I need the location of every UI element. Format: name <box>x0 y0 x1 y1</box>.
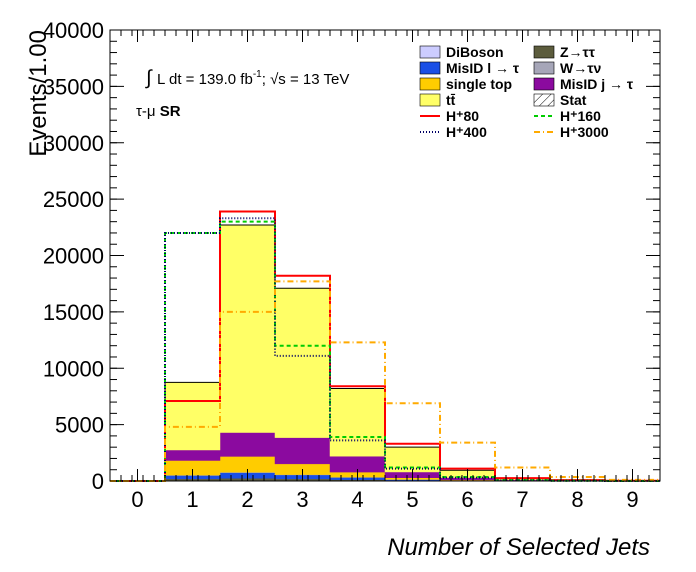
y-axis-ticks: 0 5000 10000 15000 20000 25000 30000 35000 40000 <box>43 18 660 494</box>
bar-misid-j--bin-2 <box>219 432 276 457</box>
x-tick-label: 7 <box>516 487 528 512</box>
x-tick-label: 3 <box>296 487 308 512</box>
legend-label-h160: H⁺160 <box>560 108 601 124</box>
x-tick-label: 8 <box>571 487 583 512</box>
signal-line-h400 <box>110 217 660 482</box>
legend-label-h80: H⁺80 <box>446 108 479 124</box>
x-tick-label: 2 <box>241 487 253 512</box>
legend-label-h400: H⁺400 <box>446 124 487 140</box>
y-tick-label: 5000 <box>55 413 104 438</box>
y-tick-label: 0 <box>92 469 104 494</box>
legend-label-h3000: H⁺3000 <box>560 124 609 140</box>
x-tick-label: 0 <box>131 487 143 512</box>
legend-label-diboson: DiBoson <box>446 44 504 60</box>
legend-label-stat: Stat <box>560 92 587 108</box>
x-axis-ticks: 0 1 2 3 4 5 6 7 8 9 <box>109 30 661 512</box>
region-label: τ-μ SR <box>136 103 181 120</box>
legend-swatch-diboson <box>419 45 441 59</box>
bar-tt--bin-3 <box>274 287 331 438</box>
legend-swatch-stat <box>533 93 555 107</box>
y-tick-label: 15000 <box>43 300 104 325</box>
legend-label-misidl: MisID l → τ <box>446 60 520 76</box>
legend-label-tt: tt̄ <box>446 92 456 108</box>
y-tick-label: 40000 <box>43 18 104 43</box>
annotations: ∫ L dt = 139.0 fb-1; √s = 13 TeV τ-μ SR <box>136 67 349 120</box>
legend-label-singletop: single top <box>446 76 512 92</box>
x-axis-title: Number of Selected Jets <box>387 534 650 561</box>
legend-swatch-misidj <box>533 77 555 91</box>
y-tick-label: 10000 <box>43 356 104 381</box>
x-tick-label: 4 <box>351 487 363 512</box>
x-tick-label: 1 <box>186 487 198 512</box>
stacked-bars <box>110 224 661 482</box>
x-tick-label: 9 <box>626 487 638 512</box>
bar-tt--bin-4 <box>329 388 386 457</box>
legend-swatch-misidl <box>419 61 441 75</box>
x-tick-label: 5 <box>406 487 418 512</box>
y-tick-label: 20000 <box>43 244 104 269</box>
y-tick-label: 25000 <box>43 187 104 212</box>
x-tick-label: 6 <box>461 487 473 512</box>
y-tick-label: 30000 <box>43 131 104 156</box>
bar-tt--bin-2 <box>219 224 276 433</box>
y-axis-title: Events/1.00 <box>25 30 52 157</box>
bar-tt--bin-1 <box>164 382 221 451</box>
legend-swatch-z <box>533 45 555 59</box>
legend-label-misidj: MisID j → τ <box>560 76 634 92</box>
legend-label-w: W→τν <box>560 60 601 76</box>
legend-label-z: Z→ττ <box>560 44 596 60</box>
legend-swatch-singletop <box>419 77 441 91</box>
y-tick-label: 35000 <box>43 74 104 99</box>
legend-swatch-w <box>533 61 555 75</box>
bar-misid-j--bin-3 <box>274 437 331 465</box>
legend-swatch-tt <box>419 93 441 107</box>
bar-misid-j--bin-1 <box>164 449 221 461</box>
luminosity-label: ∫ L dt = 139.0 fb-1; √s = 13 TeV <box>145 67 349 89</box>
